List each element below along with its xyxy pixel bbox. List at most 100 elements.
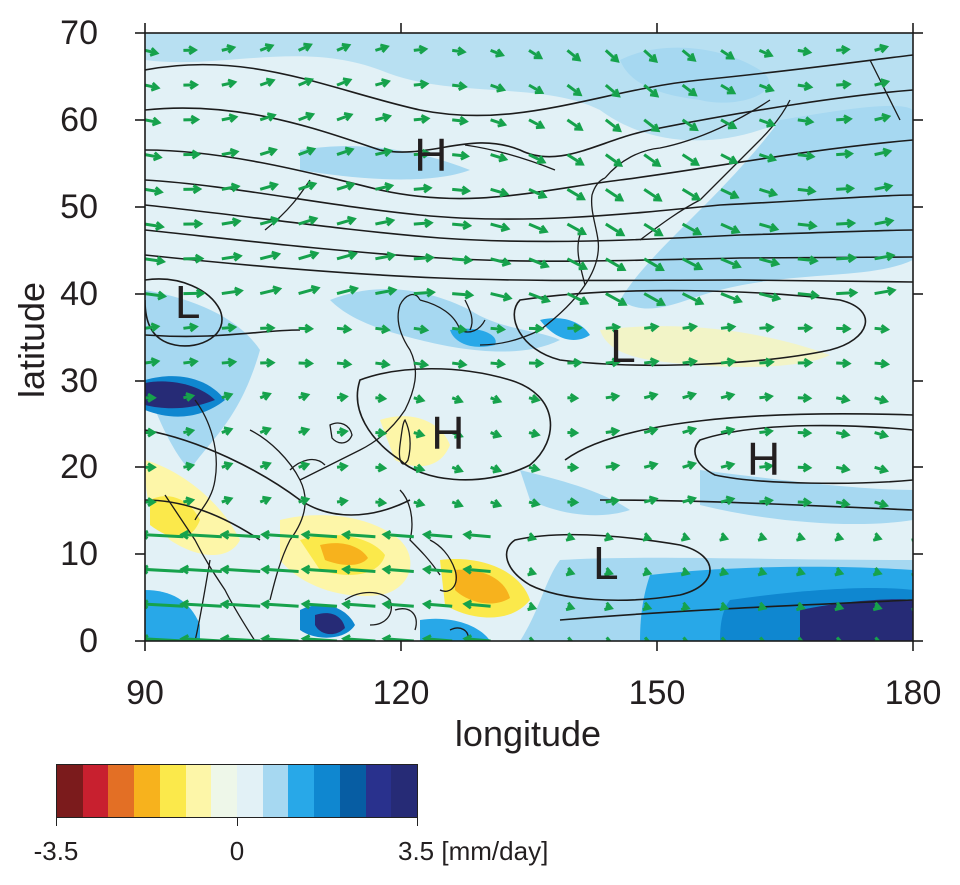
- wind-vector-head: [565, 601, 576, 612]
- wind-vector: [758, 222, 777, 231]
- wind-vector-head: [341, 564, 351, 575]
- wind-vector: [424, 602, 453, 608]
- colorbar-box: [365, 765, 392, 817]
- y-tick-label: 50: [60, 188, 98, 226]
- wind-vector: [566, 222, 586, 235]
- wind-vector: [759, 292, 780, 300]
- wind-vector-head: [262, 495, 272, 505]
- wind-vector-head: [421, 599, 432, 610]
- wind-vector-head: [381, 599, 392, 610]
- wind-vector-head: [496, 324, 507, 334]
- wind-vector: [343, 567, 376, 574]
- wind-vector-head: [223, 391, 234, 401]
- wind-vector-head: [764, 426, 774, 437]
- wind-vector: [222, 567, 261, 574]
- wind-vector: [643, 153, 661, 167]
- wind-vector-head: [613, 158, 624, 167]
- wind-vector-head: [421, 634, 432, 641]
- wind-vector-head: [195, 288, 206, 299]
- x-major-ticks: [144, 23, 914, 651]
- wind-vector: [343, 533, 376, 539]
- wind-vector: [262, 533, 299, 539]
- wind-vector-head: [764, 392, 774, 402]
- wind-vector-head: [810, 290, 820, 300]
- wind-vector-head: [461, 185, 472, 196]
- wind-vector-head: [923, 217, 930, 224]
- wind-vector: [681, 153, 699, 166]
- wind-vector-head: [304, 77, 315, 87]
- wind-vector: [681, 292, 703, 305]
- wind-vector-head: [768, 188, 779, 198]
- wind-vector-head: [262, 426, 272, 436]
- wind-vector-head: [219, 529, 230, 540]
- wind-vector-head: [338, 392, 349, 403]
- wind-vector-head: [648, 460, 659, 471]
- wind-vector-head: [415, 394, 426, 404]
- wind-vector-head: [765, 83, 775, 93]
- wind-vector-head: [492, 498, 503, 509]
- wind-vector-head: [380, 324, 391, 335]
- wind-vector-head: [346, 215, 357, 226]
- wind-vector: [604, 188, 623, 202]
- wind-vector-head: [605, 636, 612, 641]
- wind-vector-head: [879, 43, 890, 54]
- wind-vector-head: [573, 323, 583, 333]
- wind-vector-head: [719, 601, 730, 612]
- wind-vector-head: [918, 500, 925, 507]
- colorbar-box: [237, 765, 263, 817]
- wind-vector-head: [567, 636, 574, 641]
- wind-vector-head: [310, 284, 321, 295]
- y-tick-label: 40: [60, 275, 98, 313]
- wind-vector-head: [185, 392, 196, 402]
- pressure-marker: H: [431, 406, 465, 459]
- wind-vector-head: [616, 262, 627, 272]
- wind-vector-head: [682, 636, 689, 641]
- wind-vector: [566, 188, 585, 201]
- wind-vector-head: [615, 227, 626, 237]
- plot-frame: [135, 23, 923, 651]
- wind-vector-head: [377, 462, 388, 473]
- wind-vector-head: [530, 428, 541, 439]
- wind-vector: [303, 533, 338, 539]
- wind-vector-head: [384, 182, 395, 192]
- wind-vector-head: [231, 217, 242, 227]
- wind-vector-head: [460, 150, 470, 161]
- wind-vector-head: [719, 566, 730, 577]
- wind-vector: [566, 292, 588, 305]
- wind-vector-head: [260, 599, 270, 610]
- wind-vector: [336, 252, 356, 261]
- wind-vector-head: [387, 286, 398, 296]
- wind-vector-head: [147, 392, 157, 403]
- wind-vector: [490, 292, 511, 300]
- wind-vector-head: [577, 226, 588, 236]
- wind-vector-head: [806, 185, 817, 196]
- wind-vector-head: [918, 396, 925, 403]
- wind-vector-head: [725, 426, 736, 436]
- wind-vector-head: [464, 289, 475, 300]
- wind-vector-head: [380, 359, 391, 369]
- wind-vector-head: [921, 148, 928, 155]
- wind-vector-head: [223, 426, 234, 436]
- wind-vector-head: [693, 261, 704, 271]
- wind-vector-head: [880, 358, 891, 369]
- wind-vector-head: [840, 463, 851, 474]
- wind-vector-head: [687, 425, 698, 436]
- wind-vector: [912, 571, 913, 574]
- wind-vector-head: [304, 323, 315, 334]
- wind-vector-head: [725, 460, 736, 471]
- wind-vector: [836, 291, 856, 296]
- wind-vector-head: [262, 391, 272, 401]
- wind-vector-head: [271, 250, 282, 261]
- wind-vector: [912, 397, 913, 400]
- wind-vector-head: [421, 564, 432, 575]
- wind-vector-head: [454, 429, 464, 439]
- wind-vector-head: [150, 357, 161, 367]
- wind-vector-head: [872, 532, 883, 542]
- wind-vector-head: [765, 357, 775, 368]
- wind-vector: [720, 222, 739, 234]
- colorbar-mid-label: 0: [229, 836, 245, 866]
- wind-vector-head: [654, 227, 664, 237]
- wind-vector: [874, 288, 895, 296]
- wind-vector-head: [725, 51, 736, 60]
- wind-vector-head: [157, 290, 168, 301]
